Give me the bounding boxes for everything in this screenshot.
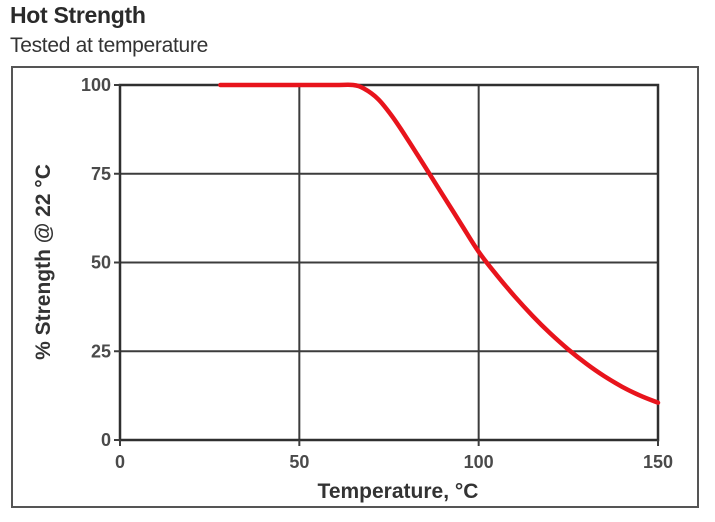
chart-subtitle: Tested at temperature — [10, 34, 208, 57]
x-tick-label: 150 — [643, 452, 673, 472]
chart-frame — [11, 66, 699, 508]
x-tick-label: 0 — [115, 452, 125, 472]
y-axis-label: % Strength @ 22 °C — [32, 164, 55, 360]
chart-title: Hot Strength — [10, 2, 146, 28]
y-tick-label: 0 — [101, 430, 111, 450]
x-tick-label: 50 — [289, 452, 309, 472]
y-tick-label: 75 — [91, 164, 111, 184]
y-tick-label: 50 — [91, 253, 111, 273]
y-axis-ticks: 0 25 50 75 100 — [81, 75, 120, 450]
x-axis-ticks: 0 50 100 150 — [115, 440, 673, 472]
y-tick-label: 100 — [81, 75, 111, 95]
y-tick-label: 25 — [91, 341, 111, 361]
series-layer — [218, 82, 661, 405]
x-tick-label: 100 — [464, 452, 494, 472]
strength-curve — [218, 82, 661, 405]
x-axis-label: Temperature, °C — [318, 480, 479, 503]
